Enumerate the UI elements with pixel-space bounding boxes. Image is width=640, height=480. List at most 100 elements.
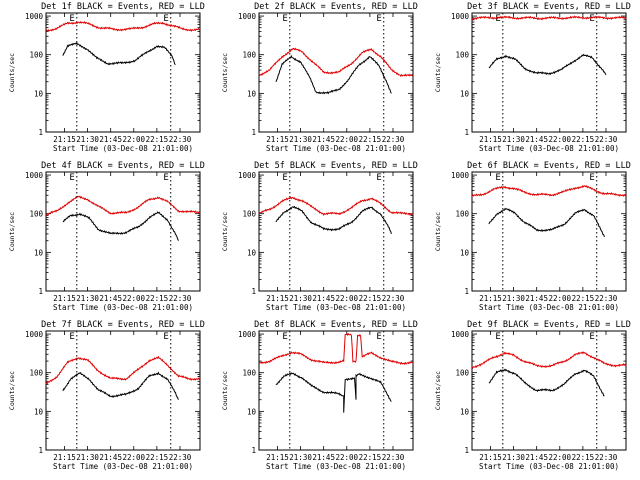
y-axis-label: Counts/sec — [8, 212, 16, 251]
x-tick-label: 21:45 — [525, 294, 548, 303]
y-tick-label: 100 — [242, 51, 256, 60]
x-tick-label: 21:30 — [76, 135, 99, 144]
y-tick-label: 1 — [38, 128, 43, 137]
event-marker-label: E — [282, 173, 287, 183]
x-tick-label: 22:00 — [548, 453, 571, 462]
events-series-line — [62, 41, 176, 66]
x-tick-label: 21:15 — [479, 135, 502, 144]
detector-panel: Det 7f BLACK = Events, RED = LLD 1 10 100 10… — [8, 320, 205, 471]
x-tick-label: 22:00 — [122, 294, 145, 303]
event-marker-label: E — [376, 14, 381, 24]
x-axis-label: Start Time (03-Dec-08 21:01:00) — [53, 144, 193, 153]
x-tick-label: 22:00 — [548, 135, 571, 144]
x-tick-label: 21:15 — [53, 294, 76, 303]
event-marker-label: E — [589, 14, 594, 24]
event-marker-label: E — [163, 332, 168, 342]
x-tick-label: 21:30 — [502, 294, 525, 303]
plot-frame — [258, 330, 414, 451]
events-series-line — [275, 54, 392, 95]
y-axis-label: Counts/sec — [221, 53, 229, 92]
events-series-line — [488, 207, 605, 238]
x-tick-label: 22:00 — [122, 135, 145, 144]
y-tick-label: 10 — [34, 248, 44, 257]
panel-title: Det 5f BLACK = Events, RED = LLD — [254, 161, 418, 171]
x-tick-label: 22:30 — [382, 294, 405, 303]
x-tick-label: 21:45 — [525, 453, 548, 462]
x-tick-label: 22:30 — [595, 135, 618, 144]
x-tick-label: 21:15 — [266, 453, 289, 462]
y-tick-label: 1000 — [25, 171, 44, 180]
x-axis-label: Start Time (03-Dec-08 21:01:00) — [266, 303, 406, 312]
x-tick-label: 22:15 — [146, 294, 169, 303]
y-tick-label: 1 — [464, 287, 469, 296]
y-tick-label: 1000 — [25, 12, 44, 21]
x-tick-label: 22:00 — [335, 135, 358, 144]
y-tick-label: 1000 — [25, 330, 44, 339]
y-tick-label: 100 — [242, 369, 256, 378]
x-tick-label: 21:30 — [502, 453, 525, 462]
x-axis-label: Start Time (03-Dec-08 21:01:00) — [53, 303, 193, 312]
x-tick-label: 22:15 — [359, 294, 382, 303]
event-marker-label: E — [589, 173, 594, 183]
x-tick-label: 22:30 — [595, 294, 618, 303]
x-axis-label: Start Time (03-Dec-08 21:01:00) — [53, 462, 193, 471]
x-tick-label: 21:15 — [479, 294, 502, 303]
lld-series-line — [258, 196, 414, 216]
x-tick-label: 21:45 — [99, 135, 122, 144]
y-tick-label: 10 — [460, 89, 470, 98]
x-tick-label: 22:00 — [335, 453, 358, 462]
events-series-line — [275, 372, 392, 413]
x-tick-label: 21:30 — [76, 453, 99, 462]
lld-series-line — [258, 47, 414, 78]
x-tick-label: 22:15 — [572, 294, 595, 303]
panel-title: Det 4f BLACK = Events, RED = LLD — [41, 161, 205, 171]
events-series-line — [488, 368, 605, 397]
lld-series-line — [258, 332, 413, 365]
detector-panel: Det 9f BLACK = Events, RED = LLD 1 10 100 10… — [434, 320, 631, 471]
x-tick-label: 21:15 — [266, 135, 289, 144]
y-tick-label: 1000 — [451, 12, 470, 21]
detector-panel: Det 6f BLACK = Events, RED = LLD 1 10 100 10… — [434, 161, 631, 312]
x-tick-label: 22:15 — [146, 135, 169, 144]
detector-panel: Det 5f BLACK = Events, RED = LLD 1 10 100 10… — [221, 161, 418, 312]
lld-series-line — [471, 15, 627, 21]
y-tick-label: 1000 — [238, 171, 257, 180]
y-tick-label: 1000 — [238, 330, 257, 339]
y-tick-label: 1 — [38, 446, 43, 455]
y-axis-label: Counts/sec — [8, 371, 16, 410]
x-tick-label: 21:15 — [479, 453, 502, 462]
event-marker-label: E — [376, 332, 381, 342]
x-tick-label: 22:30 — [169, 453, 192, 462]
x-tick-label: 22:00 — [122, 453, 145, 462]
x-tick-label: 22:30 — [595, 453, 618, 462]
plot-frame — [45, 330, 201, 451]
y-tick-label: 1 — [251, 446, 256, 455]
x-tick-label: 21:15 — [266, 294, 289, 303]
y-tick-label: 1 — [251, 287, 256, 296]
x-tick-label: 21:45 — [525, 135, 548, 144]
plot-frame — [258, 12, 414, 133]
y-axis-label: Counts/sec — [434, 212, 442, 251]
detector-panel: Det 4f BLACK = Events, RED = LLD 1 10 100 10… — [8, 161, 205, 312]
y-tick-label: 100 — [455, 210, 469, 219]
detector-panel: Det 2f BLACK = Events, RED = LLD 1 10 100 10… — [221, 2, 418, 153]
panel-title: Det 8f BLACK = Events, RED = LLD — [254, 320, 418, 330]
y-tick-label: 100 — [242, 210, 256, 219]
plot-frame — [471, 12, 627, 133]
lld-series-line — [471, 351, 627, 369]
panel-title: Det 7f BLACK = Events, RED = LLD — [41, 320, 205, 330]
y-tick-label: 1 — [38, 287, 43, 296]
x-tick-label: 21:30 — [502, 135, 525, 144]
events-series-line — [275, 205, 392, 235]
y-tick-label: 1000 — [451, 330, 470, 339]
x-tick-label: 22:00 — [335, 294, 358, 303]
y-tick-label: 1000 — [451, 171, 470, 180]
y-tick-label: 1 — [464, 128, 469, 137]
panel-title: Det 9f BLACK = Events, RED = LLD — [467, 320, 631, 330]
y-tick-label: 10 — [460, 248, 470, 257]
y-tick-label: 1000 — [238, 12, 257, 21]
events-series-line — [488, 53, 607, 76]
x-tick-label: 22:15 — [572, 453, 595, 462]
y-axis-label: Counts/sec — [8, 53, 16, 92]
